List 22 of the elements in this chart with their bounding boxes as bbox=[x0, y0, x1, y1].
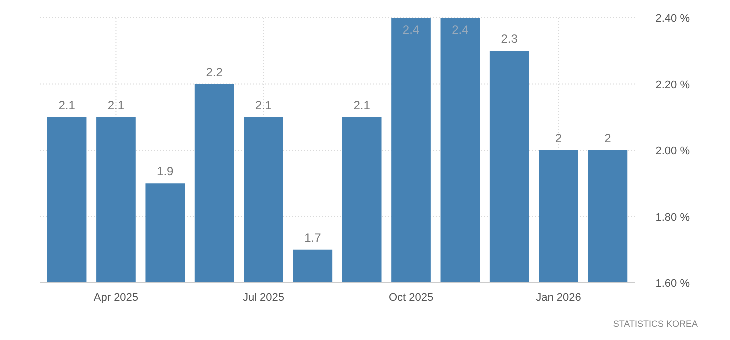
data-label: 2.2 bbox=[206, 65, 224, 80]
data-label: 2.1 bbox=[108, 98, 125, 112]
data-label: 2.1 bbox=[255, 98, 272, 112]
data-label: 2 bbox=[604, 132, 612, 146]
y-tick-label: 2.00 % bbox=[656, 146, 690, 158]
data-label: 1.7 bbox=[304, 230, 322, 245]
y-tick-label: 2.40 % bbox=[656, 13, 690, 25]
data-label: 2 bbox=[555, 132, 562, 146]
x-tick-label: Jan 2026 bbox=[536, 292, 582, 304]
x-tick-label: Jul 2025 bbox=[242, 292, 285, 304]
data-label: 2.3 bbox=[501, 32, 518, 46]
y-tick-label: 2.20 % bbox=[656, 79, 690, 92]
x-tick-label: Oct 2025 bbox=[388, 292, 434, 304]
data-label: 2.1 bbox=[58, 98, 76, 112]
text: STATISTICS KOREA bbox=[613, 319, 698, 329]
x-tick-label: Apr 2025 bbox=[94, 292, 139, 304]
data-label: 2.4 bbox=[402, 23, 420, 37]
y-tick-label: 1.60 % bbox=[656, 278, 690, 290]
y-tick-label: 1.80 % bbox=[656, 212, 690, 224]
data-label: 1.9 bbox=[157, 164, 174, 179]
data-label: 2.4 bbox=[452, 23, 470, 37]
data-label: 2.1 bbox=[354, 98, 371, 112]
